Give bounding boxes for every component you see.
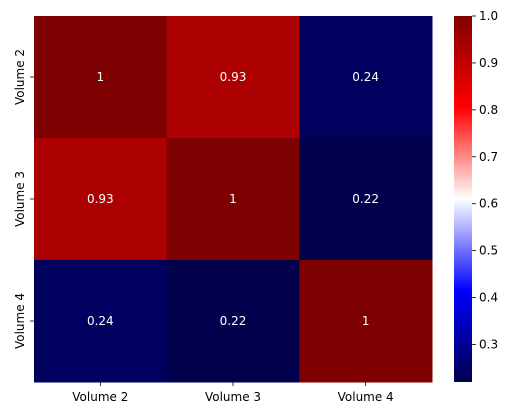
cell-value-label: 0.24 — [87, 314, 114, 328]
colorbar: 0.3 0.4 0.5 0.6 0.7 0.8 0.9 1.0 — [454, 9, 498, 382]
cell-value-label: 0.24 — [352, 70, 379, 84]
x-axis: Volume 2 Volume 3 Volume 4 — [72, 382, 393, 404]
x-tick-label: Volume 4 — [338, 390, 394, 404]
cell-value-label: 1 — [97, 70, 105, 84]
y-tick-label: Volume 2 — [13, 49, 27, 105]
y-tick-label: Volume 3 — [13, 171, 27, 227]
x-tick-label: Volume 3 — [205, 390, 261, 404]
cell-value-label: 1 — [362, 314, 370, 328]
colorbar-tick-label: 0.9 — [479, 56, 498, 70]
colorbar-tick-label: 0.5 — [479, 244, 498, 258]
y-axis: Volume 2 Volume 3 Volume 4 — [13, 49, 34, 349]
colorbar-gradient — [454, 16, 472, 382]
colorbar-tick-label: 0.6 — [479, 197, 498, 211]
colorbar-tick-label: 0.8 — [479, 103, 498, 117]
cell-value-label: 0.22 — [220, 314, 247, 328]
cell-value-label: 0.22 — [352, 192, 379, 206]
cell-value-label: 1 — [229, 192, 237, 206]
x-tick-label: Volume 2 — [72, 390, 128, 404]
colorbar-tick-label: 1.0 — [479, 9, 498, 23]
cell-value-label: 0.93 — [220, 70, 247, 84]
colorbar-tick-label: 0.7 — [479, 150, 498, 164]
cell-value-label: 0.93 — [87, 192, 114, 206]
y-tick-label: Volume 4 — [13, 293, 27, 349]
colorbar-tick-label: 0.3 — [479, 337, 498, 351]
colorbar-tick-label: 0.4 — [479, 291, 498, 305]
